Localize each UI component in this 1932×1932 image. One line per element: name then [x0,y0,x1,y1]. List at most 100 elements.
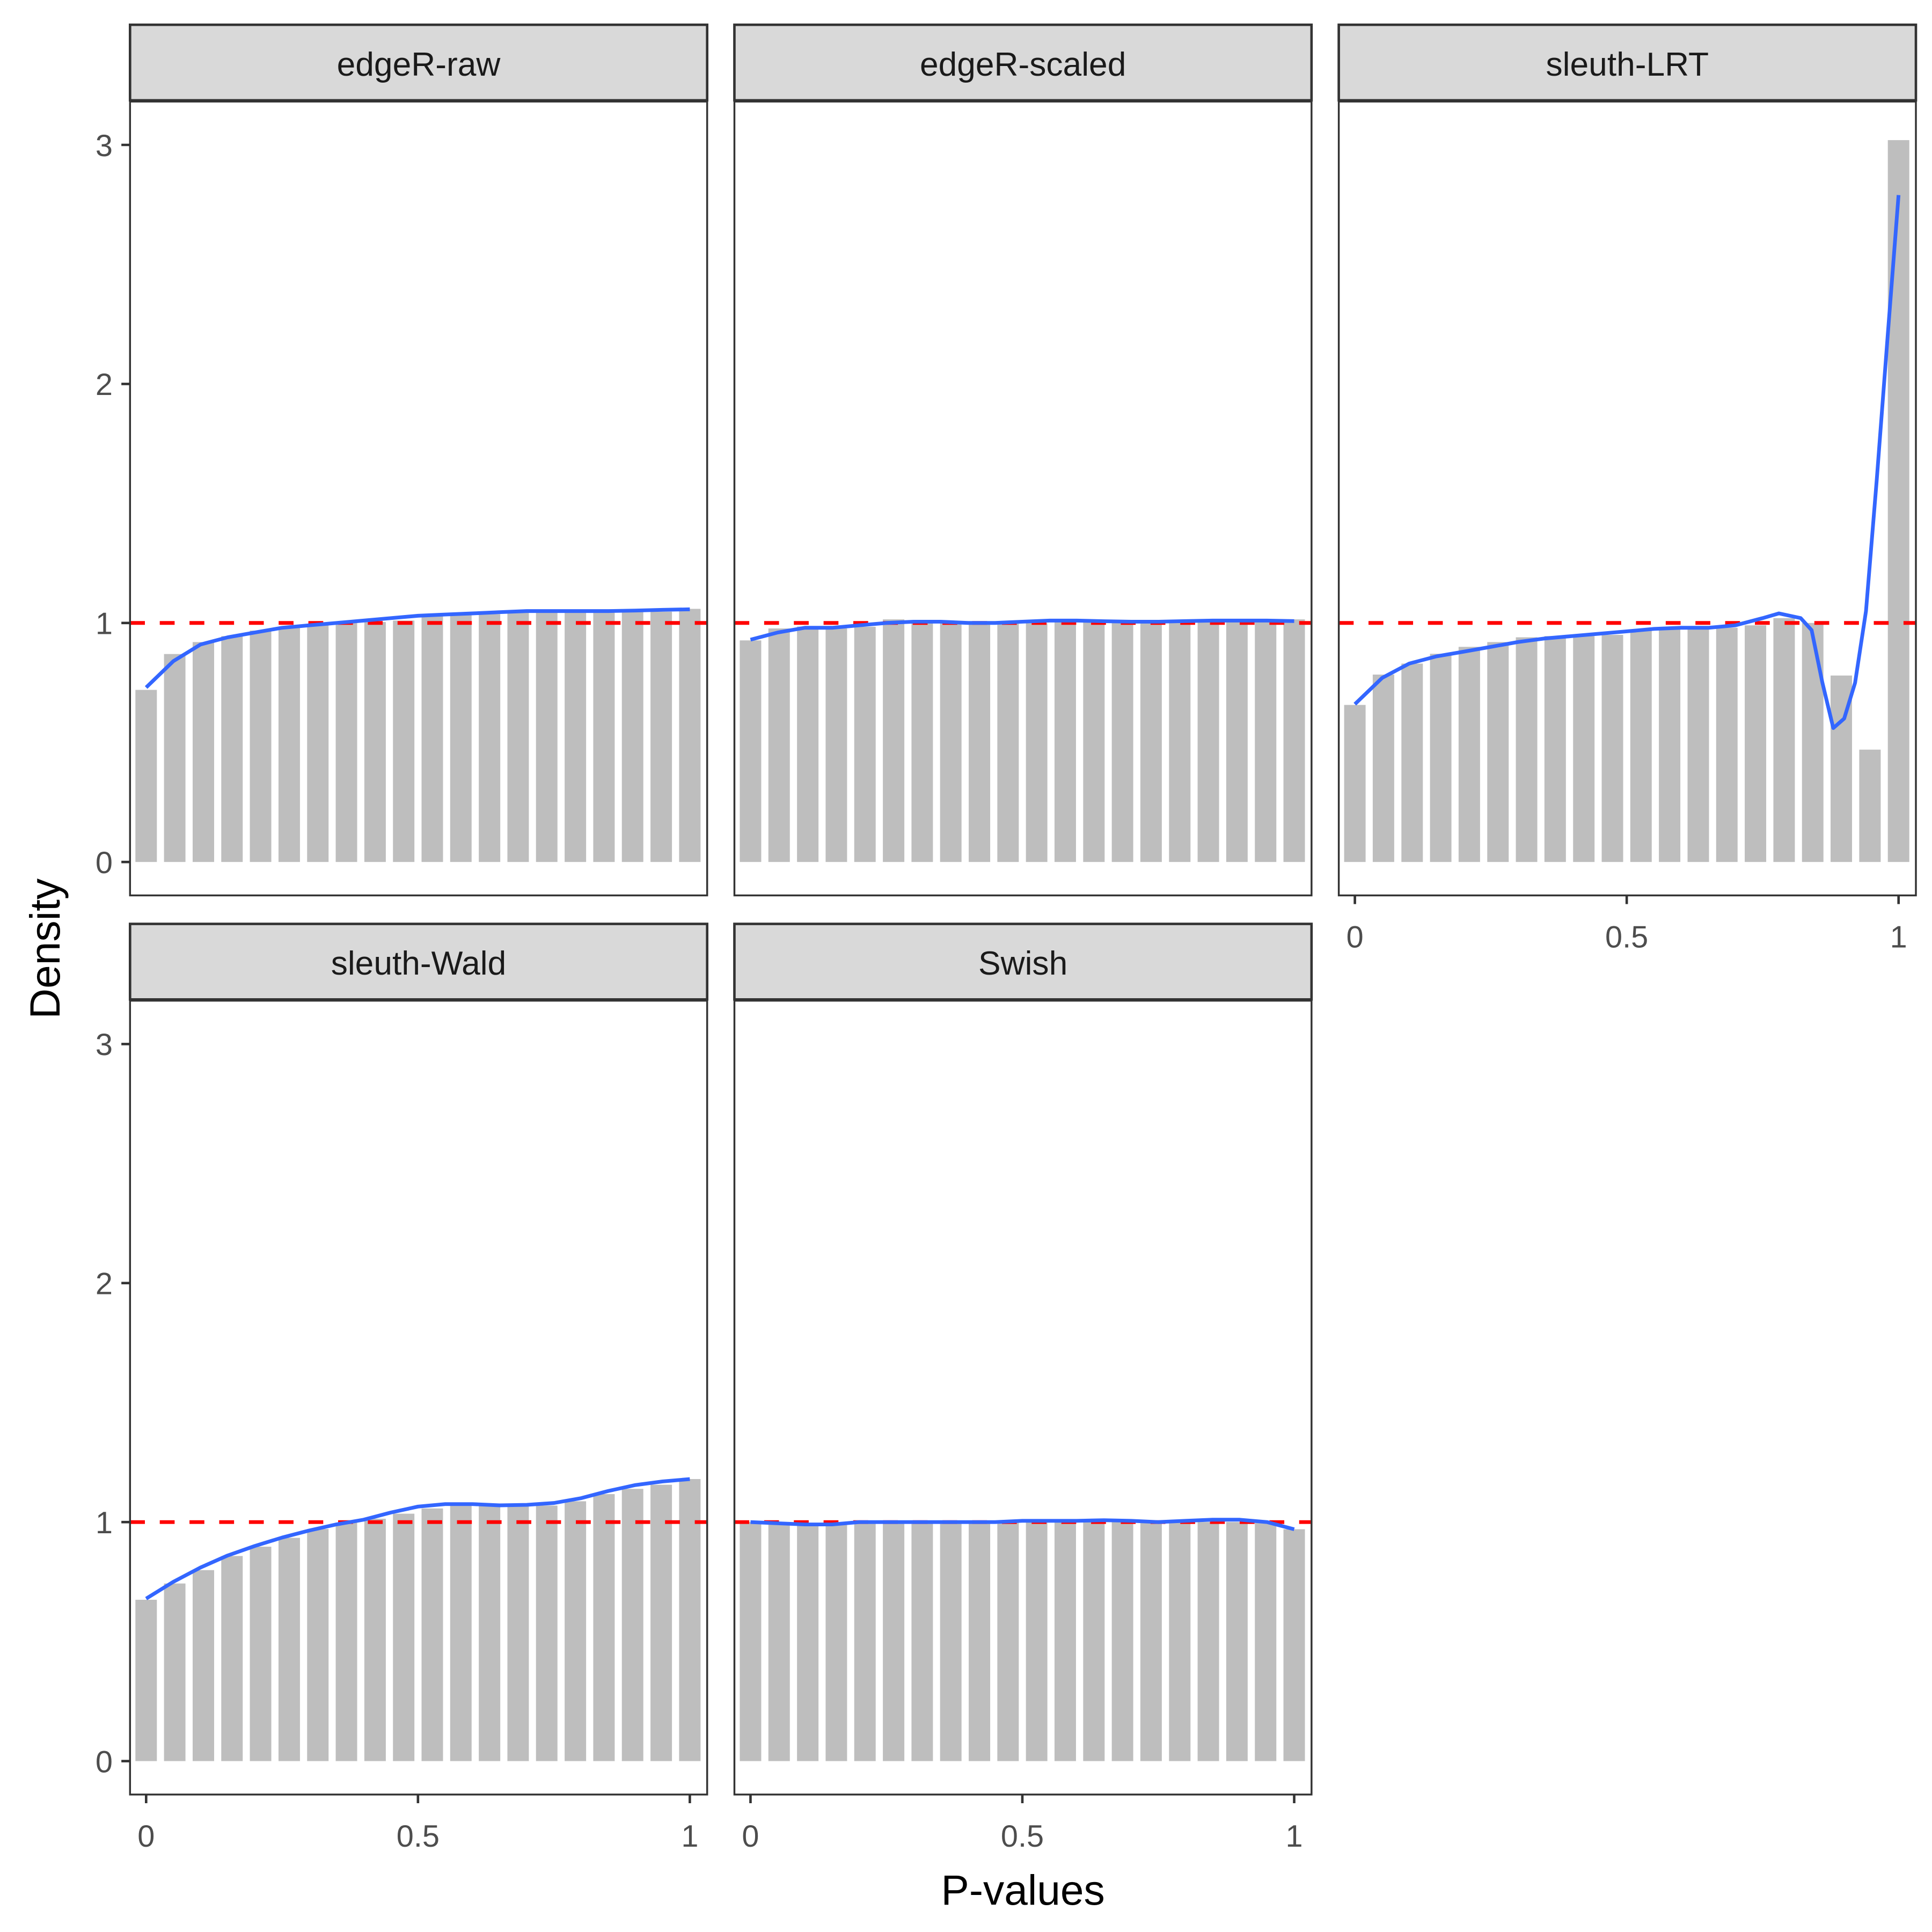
histogram-bar [1430,654,1452,862]
histogram-bar [1659,627,1681,862]
panel-border [129,100,708,897]
histogram-bar [969,623,991,862]
histogram-bar [1516,637,1538,862]
facet-strip [1337,23,1918,102]
histogram-bar [479,1505,501,1761]
facet-strip [129,23,708,102]
histogram-bar [450,1505,472,1761]
y-tick-label: 2 [96,1267,113,1301]
histogram-bar [1169,1522,1191,1761]
histogram-bar [507,612,529,862]
histogram-bar [507,1506,529,1761]
histogram-bar [1226,620,1248,862]
y-tick-label: 3 [96,129,113,163]
histogram-bar [1054,1522,1076,1761]
x-tick-label: 1 [1890,920,1907,954]
histogram-bar [364,621,386,862]
panel-background [130,1000,707,1795]
facet-strip [733,923,1313,1001]
density-curve [750,618,1294,642]
panel-background [734,1000,1312,1795]
histogram-bar [797,1523,819,1761]
histogram-bar [768,1522,790,1761]
y-tick-label: 1 [96,607,113,641]
histogram-bar [307,1529,329,1761]
histogram-bar [1140,622,1162,862]
histogram-bar [250,631,272,862]
histogram-bar [164,654,186,862]
y-tick-label: 2 [96,368,113,402]
panel-border [733,100,1313,897]
density-curve [750,1518,1295,1531]
y-tick-label: 0 [96,1745,113,1779]
histogram-bar [1026,1522,1048,1761]
histogram-bar [940,1522,962,1761]
histogram-bar [1197,1522,1219,1761]
y-tick-label: 3 [96,1028,113,1062]
histogram-bar [1401,663,1423,862]
density-curve [1353,195,1901,730]
histogram-bar [1687,627,1709,862]
histogram-bar [911,1522,933,1761]
histogram-bar [997,623,1019,862]
histogram-bar [854,626,876,862]
histogram-bar [883,1522,905,1761]
histogram-bar [393,620,415,862]
density-curve [145,1477,690,1600]
histogram-bar [1054,621,1076,862]
x-tick-label: 0 [742,1819,759,1854]
facet-strip-label: edgeR-raw [337,46,501,83]
histogram-bar [1083,620,1105,862]
facet-strip [733,23,1313,102]
y-axis-title: Density [21,878,69,1019]
histogram-bar [565,1501,587,1761]
histogram-bar [135,1599,157,1761]
y-tick-label: 0 [96,846,113,880]
histogram-bar [740,1522,762,1761]
histogram-bar [1197,620,1219,862]
x-tick-label: 1 [1285,1819,1302,1854]
panel-background [130,101,707,896]
histogram-bar [1601,635,1623,862]
histogram-bar [421,616,443,862]
histogram-bar [593,611,615,862]
histogram-bar [679,609,701,862]
histogram-bar [393,1513,415,1761]
histogram-bar [335,623,357,862]
x-tick-label: 0.5 [1605,920,1648,954]
histogram-bar [250,1547,272,1761]
histogram-bar [421,1508,443,1761]
panel-sleuth-lrt: sleuth-LRT 0 0.5 1 [1337,23,1918,954]
panels: edgeR-raw 0 1 2 3 edgeR-scaled sleuth-LRT 0 0.5 1… [96,23,1918,1854]
histogram-bar [997,1522,1019,1761]
histogram-bar [1026,623,1048,862]
x-axis-title: P-values [941,1867,1105,1914]
histogram-bar [1458,647,1480,862]
histogram-bar [940,623,962,862]
histogram-bar [479,614,501,862]
histogram-bar [1140,1522,1162,1761]
histogram-bar [1226,1522,1248,1761]
histogram-bar [969,1522,991,1761]
histogram-bar [740,640,762,862]
histogram-bar [768,628,790,862]
histogram-bar [1716,627,1738,862]
histogram-bar [536,611,558,862]
histogram-bar [307,625,329,862]
histogram-bar [1630,630,1652,862]
histogram-bar [1283,619,1305,862]
histogram-bar [1544,636,1566,862]
histogram-bar [1573,636,1595,862]
histogram-bar [1255,620,1277,862]
histogram-bar [797,626,819,862]
histogram-bar [1487,642,1509,862]
panel-edger-scaled: edgeR-scaled [733,23,1313,897]
x-tick-label: 0.5 [397,1819,440,1854]
histogram-bar [450,614,472,862]
histogram-bar [650,611,672,862]
histogram-bar [593,1494,615,1761]
histogram-bar [192,1570,214,1761]
histogram-bar [135,690,157,862]
histogram-bar [1111,1522,1133,1761]
